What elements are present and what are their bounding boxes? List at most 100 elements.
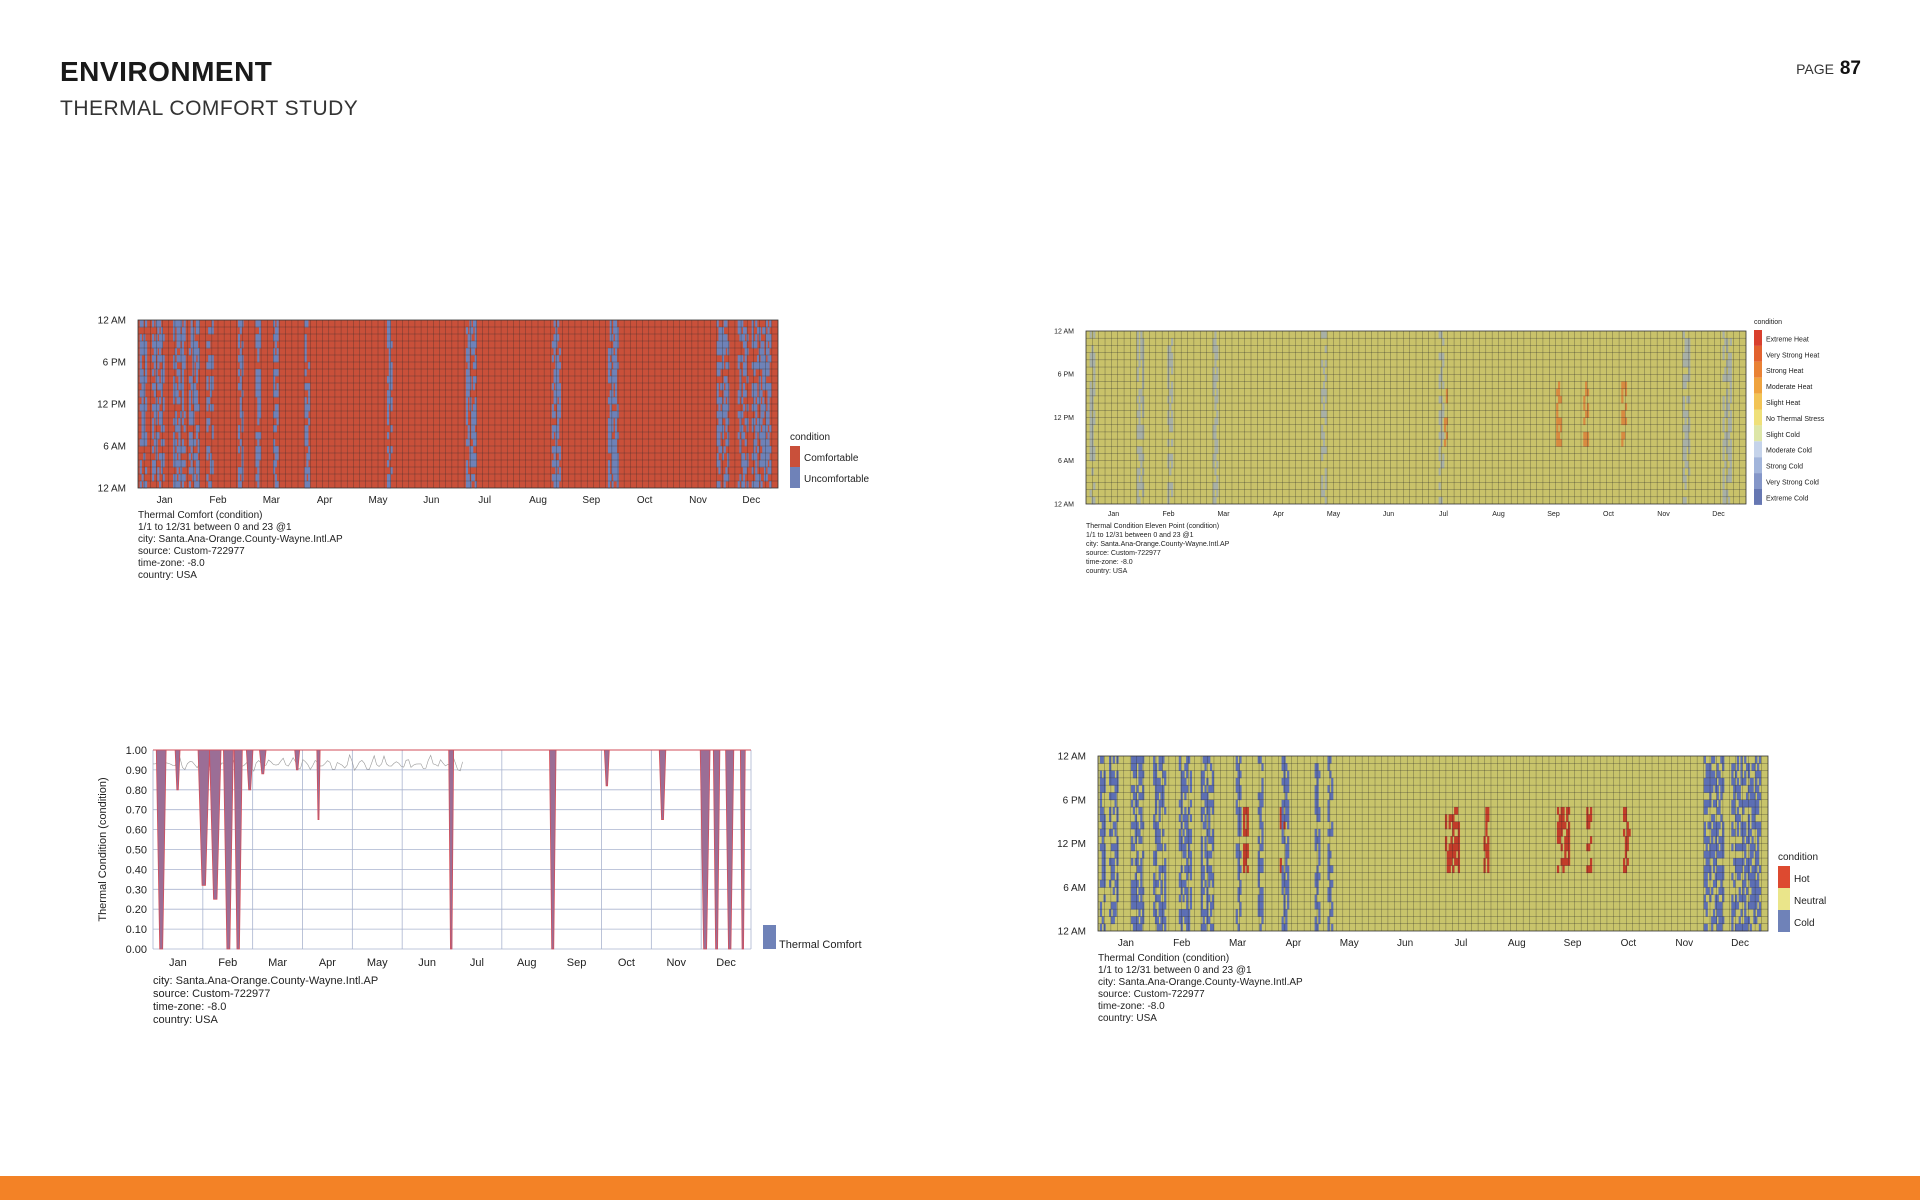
cell <box>1187 909 1191 917</box>
cell <box>173 439 176 447</box>
cell <box>609 425 612 433</box>
cell <box>1204 821 1207 830</box>
cell <box>1321 446 1324 454</box>
cell <box>763 432 767 440</box>
thermal-condition-eleven-point-heatmap <box>1085 330 1762 505</box>
cell <box>258 369 262 377</box>
cell <box>1285 807 1288 815</box>
cell <box>390 376 393 384</box>
cell <box>176 320 179 328</box>
cell <box>1162 770 1165 779</box>
cell <box>1237 843 1240 852</box>
cell <box>739 355 742 363</box>
cell <box>1703 807 1706 815</box>
cell <box>609 474 612 482</box>
cell <box>1237 850 1240 859</box>
cell <box>209 327 213 335</box>
cell <box>195 453 199 461</box>
x-tick-label: Aug <box>517 957 537 969</box>
cell <box>1114 850 1117 859</box>
cell <box>1211 799 1215 808</box>
cell <box>1109 763 1112 771</box>
cell <box>613 467 616 475</box>
cell <box>1718 821 1721 830</box>
cell <box>1189 785 1193 793</box>
cell <box>239 320 242 328</box>
cell <box>1140 792 1143 801</box>
cell <box>1564 836 1567 844</box>
cell <box>1622 807 1626 815</box>
cell <box>1684 352 1687 361</box>
cell <box>1136 865 1139 874</box>
cell <box>1099 901 1103 910</box>
cell <box>1734 814 1738 823</box>
cell <box>1261 799 1264 808</box>
cell <box>1089 453 1092 462</box>
cell <box>1136 446 1139 454</box>
cell <box>746 460 749 468</box>
cell <box>1623 417 1626 426</box>
cell <box>153 439 156 447</box>
cell <box>1153 777 1156 786</box>
cell <box>765 341 768 349</box>
cell <box>304 467 307 475</box>
cell <box>557 404 560 412</box>
cell <box>273 411 276 419</box>
cell <box>1136 467 1139 476</box>
cell <box>188 453 192 461</box>
y-tick-label: 0.80 <box>126 785 147 797</box>
cell <box>139 467 142 475</box>
x-tick-label: Aug <box>529 495 547 506</box>
cell <box>386 334 390 342</box>
cell <box>176 334 179 342</box>
cell <box>551 425 554 433</box>
cell <box>755 460 758 468</box>
cell <box>1204 785 1207 793</box>
cell <box>557 425 560 433</box>
cell <box>767 355 770 363</box>
cell <box>255 376 258 384</box>
cell <box>1442 381 1445 390</box>
cell <box>1216 345 1219 354</box>
cell <box>1186 894 1189 903</box>
cell <box>1742 879 1745 888</box>
cell <box>258 383 262 391</box>
cell <box>176 369 179 377</box>
x-tick-label: Feb <box>1162 511 1174 518</box>
cell <box>139 404 142 412</box>
cell <box>388 376 391 384</box>
cell <box>1131 916 1134 925</box>
cell <box>553 425 556 433</box>
cell <box>1707 858 1710 866</box>
cell <box>551 341 554 349</box>
cell <box>1138 865 1141 874</box>
cell <box>744 439 747 447</box>
cell <box>1131 756 1134 764</box>
cell <box>1720 916 1723 925</box>
cell <box>209 376 213 384</box>
cell <box>1170 482 1174 490</box>
cell <box>276 404 279 412</box>
cell <box>1114 777 1117 786</box>
cell <box>1740 843 1743 852</box>
cell <box>609 390 612 398</box>
cell <box>763 404 767 412</box>
cell <box>758 418 761 426</box>
cell <box>1747 799 1751 808</box>
cell <box>1204 756 1207 764</box>
cell <box>1287 901 1290 910</box>
cell <box>760 341 763 349</box>
cell <box>257 376 260 384</box>
cell <box>1239 821 1242 830</box>
cell <box>1134 756 1137 764</box>
cell <box>465 460 469 468</box>
cell <box>1329 850 1332 859</box>
cell <box>755 481 758 489</box>
cell <box>471 341 474 349</box>
cell <box>611 446 614 454</box>
x-tick-label: Feb <box>1173 938 1191 949</box>
cell <box>474 355 477 363</box>
cell <box>160 418 163 426</box>
cell <box>1235 843 1238 852</box>
cell <box>388 362 391 370</box>
